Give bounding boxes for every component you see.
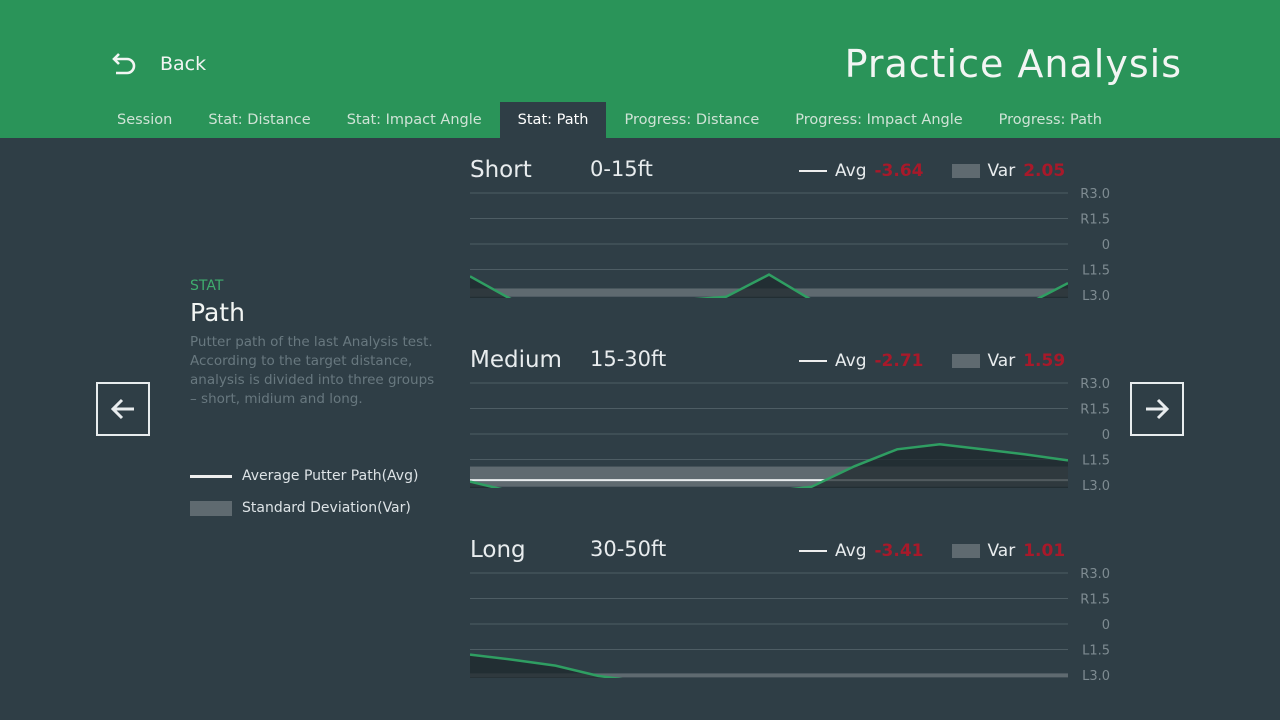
description-line-2: According to the target distance, analys… — [190, 353, 435, 407]
var-band-icon — [951, 544, 980, 558]
tab-stat-distance[interactable]: Stat: Distance — [208, 112, 311, 128]
stat-kicker: STAT — [190, 278, 224, 294]
arrow-right-icon — [1146, 398, 1170, 420]
var-value: 1.59 — [1023, 351, 1066, 371]
tab-progress-distance[interactable]: Progress: Distance — [624, 112, 760, 128]
avg-line-icon — [799, 170, 827, 172]
var-label: Var — [987, 161, 1016, 181]
description-panel: STAT Path Putter path of the last Analys… — [190, 278, 440, 409]
chart-title: Medium — [470, 347, 562, 373]
var-value: 2.05 — [1023, 161, 1066, 181]
chart-plot: R3.0 R1.5 0 L1.5 L3.0 — [470, 567, 1110, 684]
var-value: 1.01 — [1023, 541, 1066, 561]
path-area — [470, 654, 1068, 678]
path-series-line — [470, 442, 1068, 488]
avg-value: -3.64 — [874, 161, 924, 181]
avg-label: Avg — [835, 161, 867, 181]
avg-line-icon — [799, 360, 827, 362]
back-icon — [112, 53, 136, 75]
variance-band — [470, 673, 1068, 678]
chart-range: 15-30ft — [590, 347, 667, 371]
path-area — [470, 274, 1068, 298]
y-tick-label: L3.0 — [1082, 479, 1110, 494]
chart-short: Short 0-15ft Avg -3.64 Var 2.05 R3.0 R1.5 0 L1.… — [470, 157, 1120, 307]
var-band-swatch — [190, 500, 232, 516]
avg-label: Avg — [835, 541, 867, 561]
y-tick-label: L1.5 — [1082, 264, 1110, 279]
chart-plot: R3.0 R1.5 0 L1.5 L3.0 — [470, 187, 1110, 304]
chart-legend: Avg -3.64 Var 2.05 — [799, 161, 1085, 181]
avg-line-icon — [799, 550, 827, 552]
y-tick-label: L1.5 — [1082, 454, 1110, 469]
chart-title: Long — [470, 537, 526, 563]
avg-value: -3.41 — [874, 541, 924, 561]
arrow-left-icon — [110, 398, 134, 420]
tab-session[interactable]: Session — [117, 112, 173, 128]
avg-value: -2.71 — [874, 351, 924, 371]
y-tick-label: R1.5 — [1080, 593, 1110, 608]
header: Back Practice Analysis Session Stat: Dist… — [0, 0, 1280, 138]
stat-title: Path — [190, 298, 245, 327]
chart-legend: Avg -2.71 Var 1.59 — [799, 351, 1085, 371]
y-tick-label: 0 — [1102, 428, 1110, 443]
legend-avg-label: Average Putter Path(Avg) — [242, 468, 419, 484]
tab-progress-path[interactable]: Progress: Path — [998, 112, 1102, 128]
chart-medium: Medium 15-30ft Avg -2.71 Var 1.59 R3.0 R1.5 0 L… — [470, 347, 1120, 497]
y-tick-label: L3.0 — [1082, 669, 1110, 684]
y-tick-label: R1.5 — [1080, 213, 1110, 228]
tab-stat-path[interactable]: Stat: Path — [499, 102, 607, 138]
chart-plot: R3.0 R1.5 0 L1.5 L3.0 — [470, 377, 1110, 494]
chart-long: Long 30-50ft Avg -3.41 Var 1.01 R3.0 R1.5 0 L1.… — [470, 537, 1120, 687]
y-tick-label: R3.0 — [1080, 377, 1110, 392]
y-tick-label: L1.5 — [1082, 644, 1110, 659]
legend-var-label: Standard Deviation(Var) — [242, 500, 411, 516]
var-band-icon — [951, 354, 980, 368]
path-series-line — [470, 653, 623, 678]
y-tick-label: 0 — [1102, 238, 1110, 253]
page-title: Practice Analysis — [844, 42, 1182, 86]
var-band-icon — [951, 164, 980, 178]
y-tick-label: R3.0 — [1080, 567, 1110, 582]
description-line-1: Putter path of the last Analysis test. — [190, 334, 433, 350]
tab-stat-impact-angle[interactable]: Stat: Impact Angle — [346, 112, 482, 128]
legend-var: Standard Deviation(Var) — [190, 500, 411, 516]
path-area — [470, 444, 1068, 488]
chart-range: 30-50ft — [590, 537, 667, 561]
var-label: Var — [987, 541, 1016, 561]
chart-title: Short — [470, 157, 532, 183]
chart-range: 0-15ft — [590, 157, 653, 181]
tab-progress-impact-angle[interactable]: Progress: Impact Angle — [795, 112, 963, 128]
previous-button[interactable] — [96, 382, 150, 436]
back-label: Back — [160, 53, 207, 75]
stat-description: Putter path of the last Analysis test. Ac… — [190, 333, 440, 409]
legend-avg: Average Putter Path(Avg) — [190, 468, 418, 484]
avg-line-swatch — [190, 474, 232, 478]
y-tick-label: R1.5 — [1080, 403, 1110, 418]
next-button[interactable] — [1130, 382, 1184, 436]
chart-legend: Avg -3.41 Var 1.01 — [799, 541, 1085, 561]
back-button[interactable]: Back — [110, 50, 206, 78]
avg-label: Avg — [835, 351, 867, 371]
y-tick-label: L3.0 — [1082, 289, 1110, 304]
y-tick-label: R3.0 — [1080, 187, 1110, 202]
var-label: Var — [987, 351, 1016, 371]
y-tick-label: 0 — [1102, 618, 1110, 633]
tab-bar: Session Stat: Distance Stat: Impact Angle S… — [99, 102, 1120, 138]
